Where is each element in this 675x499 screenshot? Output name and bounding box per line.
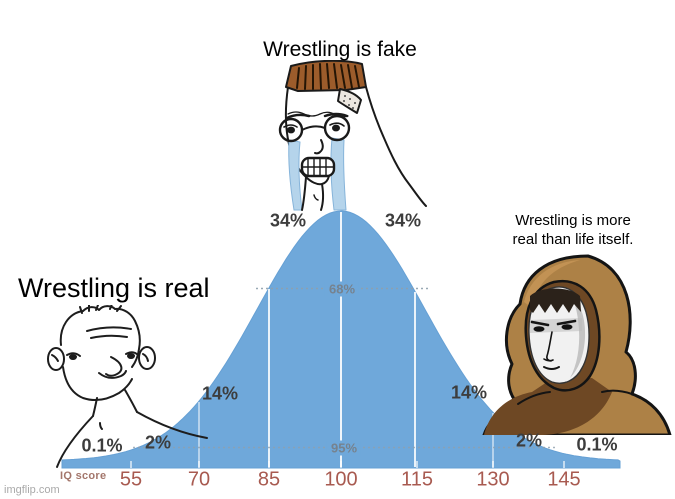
coverage-95-label: 95% (326, 440, 362, 456)
segment-percent-label: 2% (515, 430, 543, 451)
segment-percent-label: 34% (384, 210, 422, 231)
hooded-wojak-image (482, 254, 672, 435)
x-tick-label: 145 (547, 468, 581, 491)
imgflip-watermark: imgflip.com (4, 484, 60, 496)
crying-nojak-image (278, 60, 427, 211)
x-tick-label: 55 (119, 468, 143, 491)
segment-percent-label: 0.1% (81, 435, 123, 456)
x-tick-label: 130 (476, 468, 510, 491)
caption-top: Wrestling is fake (263, 38, 417, 61)
caption-right-line2: real than life itself. (512, 231, 634, 248)
axis-tick-marks (130, 461, 565, 468)
caption-left: Wrestling is real (18, 273, 210, 303)
caption-right-line1: Wrestling is more (515, 212, 631, 229)
segment-percent-label: 14% (450, 382, 488, 403)
segment-percent-label: 34% (269, 210, 307, 231)
x-tick-label: 100 (324, 468, 358, 491)
x-tick-label: 70 (187, 468, 211, 491)
segment-percent-label: 0.1% (576, 434, 618, 455)
x-tick-label: 115 (401, 468, 433, 491)
x-tick-label: 85 (257, 468, 281, 491)
segment-percent-label: 2% (144, 432, 172, 453)
coverage-68-label: 68% (324, 281, 360, 297)
segment-percent-label: 14% (201, 383, 239, 404)
caption-right: Wrestling is more real than life itself. (513, 211, 634, 249)
brainlet-wojak-image (47, 305, 208, 468)
sigma-gridlines (198, 212, 494, 467)
x-axis-title: IQ score (60, 470, 107, 482)
